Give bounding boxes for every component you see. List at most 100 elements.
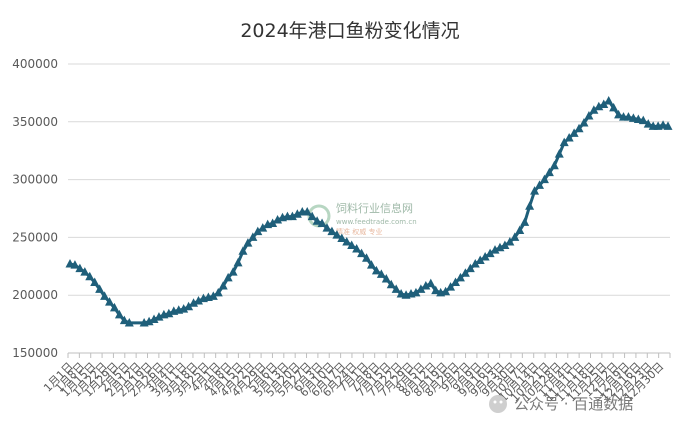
data-point-marker <box>505 237 515 246</box>
y-tick-label: 300000 <box>12 173 58 187</box>
data-point-marker <box>391 284 401 293</box>
data-point-marker <box>525 201 535 210</box>
data-point-marker <box>213 287 223 297</box>
data-point-marker <box>544 167 554 177</box>
chart-title: 2024年港口鱼粉变化情况 <box>240 20 459 42</box>
data-point-marker <box>164 308 174 318</box>
watermark-line2: www.feedtrade.com.cn <box>336 218 417 226</box>
data-point-marker <box>643 119 653 128</box>
data-point-marker <box>189 298 199 307</box>
data-point-marker <box>539 174 549 184</box>
data-point-marker <box>559 137 569 147</box>
data-point-marker <box>579 117 589 127</box>
data-point-marker <box>327 226 337 236</box>
data-point-marker <box>569 128 579 137</box>
data-point-marker <box>520 217 530 226</box>
data-point-marker <box>549 160 559 170</box>
data-point-marker <box>124 317 134 327</box>
data-point-marker <box>357 248 367 258</box>
data-point-marker <box>366 260 376 269</box>
data-point-marker <box>302 206 312 216</box>
data-point-marker <box>421 280 431 290</box>
data-point-marker <box>154 312 164 321</box>
source-note: 公众号 · 百通数据 <box>489 395 633 413</box>
wechat-icon-eye-right <box>499 400 503 404</box>
data-point-marker <box>90 277 100 286</box>
data-point-marker <box>307 211 317 221</box>
data-point-marker <box>465 263 475 273</box>
data-point-marker <box>381 274 391 283</box>
data-point-marker <box>460 268 470 277</box>
x-axis: 1月1日1月8日1月15日1月22日1月29日2月5日2月12日2月19日2月2… <box>41 353 671 404</box>
data-point-marker <box>273 215 283 224</box>
data-point-marker <box>317 218 327 228</box>
data-point-marker <box>193 295 203 305</box>
data-point-marker <box>119 315 129 325</box>
source-text: 公众号 · 百通数据 <box>514 395 633 413</box>
data-point-marker <box>500 240 510 249</box>
data-point-marker <box>258 223 268 232</box>
data-point-marker <box>574 123 584 133</box>
data-point-marker <box>332 230 342 239</box>
data-point-marker <box>411 287 421 297</box>
y-tick-label: 250000 <box>12 230 58 244</box>
data-point-marker <box>144 316 154 326</box>
data-point-marker <box>535 180 545 189</box>
data-point-marker <box>446 282 456 291</box>
data-point-marker <box>243 238 253 247</box>
data-point-marker <box>184 301 194 311</box>
data-point-marker <box>70 260 80 269</box>
data-point-marker <box>455 272 465 282</box>
data-point-marker <box>312 216 322 225</box>
data-point-marker <box>362 253 372 262</box>
data-point-marker <box>292 209 302 218</box>
data-point-marker <box>268 218 278 228</box>
data-point-marker <box>85 271 95 281</box>
data-point-marker <box>599 99 609 108</box>
data-point-marker <box>441 286 451 296</box>
data-point-marker <box>248 232 258 241</box>
data-point-marker <box>604 95 614 105</box>
data-point-marker <box>228 267 238 276</box>
data-point-marker <box>475 255 485 265</box>
data-point-marker <box>490 245 500 254</box>
data-point-marker <box>386 279 396 289</box>
watermark-line3: 精准 权威 专业 <box>336 227 382 236</box>
data-point-marker <box>450 277 460 286</box>
data-point-marker <box>530 186 540 195</box>
data-point-marker <box>238 246 248 255</box>
data-point-marker <box>480 252 490 261</box>
wechat-icon-eye-left <box>493 400 497 404</box>
data-point-marker <box>485 248 495 258</box>
data-point-marker <box>342 237 352 246</box>
data-point-marker <box>510 232 520 241</box>
data-point-marker <box>426 278 436 288</box>
data-point-marker <box>609 102 619 112</box>
y-tick-label: 400000 <box>12 57 58 71</box>
data-point-marker <box>431 285 441 295</box>
wechat-icon <box>489 395 507 413</box>
data-point-marker <box>287 211 297 221</box>
data-point-marker <box>376 269 386 278</box>
series-group <box>65 95 673 327</box>
data-point-marker <box>470 258 480 268</box>
data-point-marker <box>105 297 115 306</box>
data-point-marker <box>253 226 263 236</box>
data-point-marker <box>114 309 124 319</box>
data-point-marker <box>233 257 243 267</box>
data-point-marker <box>100 291 110 300</box>
gridlines <box>68 63 670 354</box>
data-point-marker <box>614 109 624 119</box>
data-point-marker <box>663 121 673 130</box>
data-point-marker <box>149 314 159 323</box>
data-point-marker <box>371 265 381 275</box>
data-point-marker <box>352 243 362 253</box>
data-point-marker <box>416 284 426 293</box>
data-point-marker <box>109 302 119 312</box>
y-axis-ticks: 150000 200000 250000 300000 350000 400000 <box>12 57 58 360</box>
data-point-marker <box>564 132 574 142</box>
data-point-marker <box>179 304 189 313</box>
